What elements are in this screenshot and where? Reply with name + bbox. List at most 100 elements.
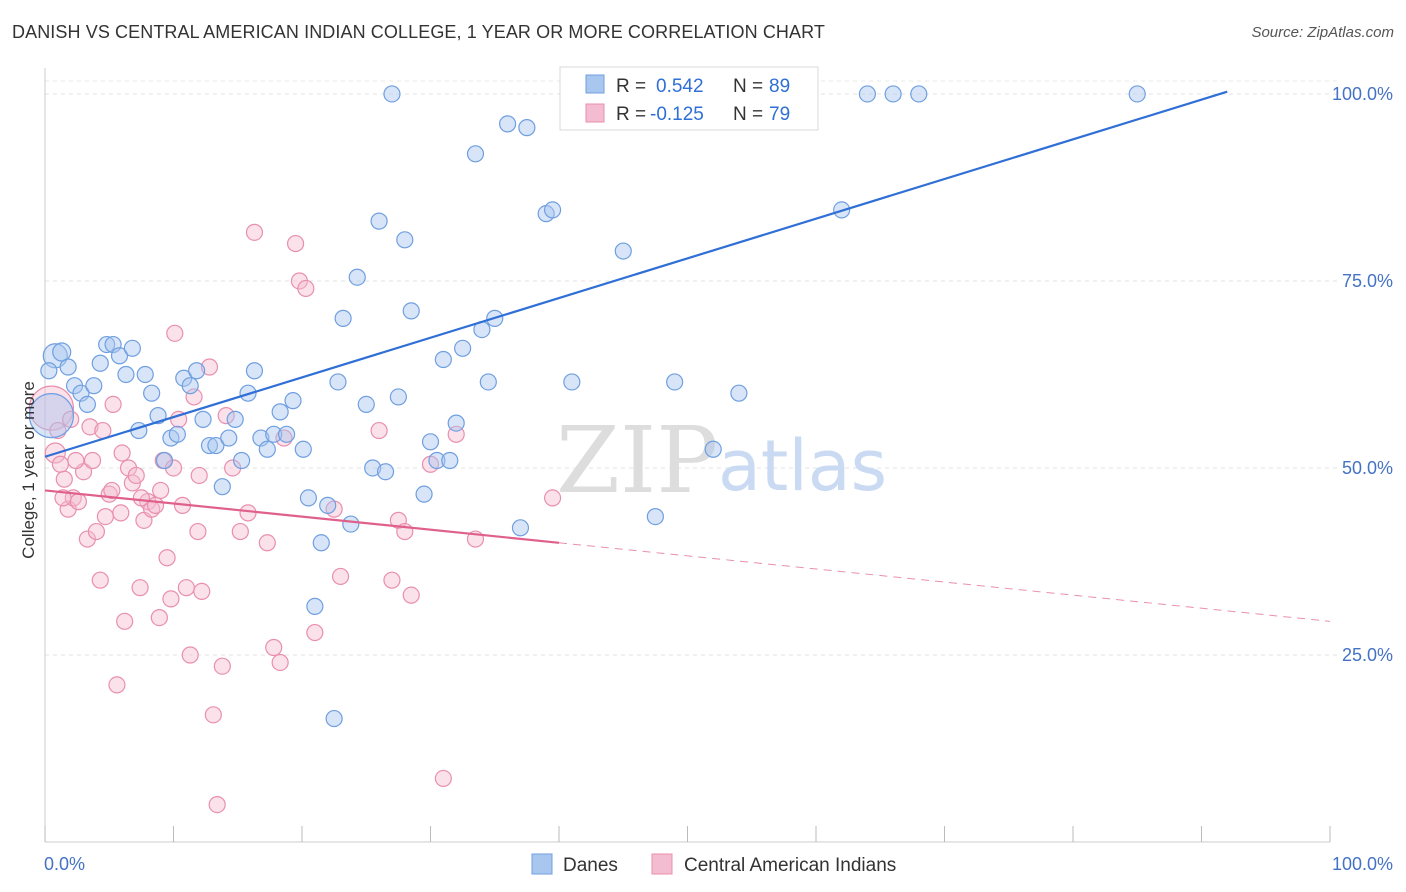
cai-point	[434, 769, 452, 788]
cai-point	[190, 466, 208, 485]
cai-point	[265, 638, 283, 657]
danes-point	[299, 489, 318, 507]
danes-point	[143, 384, 161, 402]
legend-n-value-danes: 89	[769, 76, 790, 97]
cai-point	[200, 358, 219, 376]
cai-point	[185, 388, 203, 406]
danes-point	[910, 85, 928, 103]
danes-point	[136, 365, 154, 384]
cai-point	[116, 612, 134, 630]
danes-point	[52, 342, 72, 362]
danes-point	[42, 343, 68, 369]
y-tick-label: 25.0%	[1342, 645, 1393, 665]
danes-point	[226, 410, 244, 428]
cai-point	[162, 590, 180, 608]
cai-point	[181, 646, 199, 664]
cai-point	[69, 493, 88, 511]
danes-point	[91, 354, 109, 372]
danes-point	[213, 478, 231, 496]
cai-point	[306, 623, 324, 642]
cai-point	[54, 489, 72, 507]
cai-point	[51, 455, 70, 473]
top-legend: R = 0.542 N = 89 R = -0.125 N = 79	[559, 66, 819, 131]
danes-point	[415, 485, 433, 503]
watermark-zip: ZIP	[556, 407, 718, 514]
cai-point	[113, 444, 131, 462]
danes-point	[123, 339, 141, 357]
x-tick-label-min: 0.0%	[44, 854, 85, 874]
cai-point	[193, 582, 211, 601]
danes-point	[376, 463, 395, 481]
danes-point	[181, 377, 199, 395]
bottom-legend-label-danes: Danes	[563, 855, 618, 876]
bottom-legend-swatch-danes	[531, 853, 553, 875]
danes-point	[85, 377, 103, 395]
cai-point	[204, 706, 222, 724]
danes-point	[518, 119, 536, 137]
danes-point	[428, 451, 446, 470]
cai-point	[271, 653, 289, 672]
legend-r-value-danes: 0.542	[656, 76, 704, 97]
danes-point	[441, 451, 459, 470]
y-axis-label: College, 1 year or more	[19, 381, 38, 559]
cai-point	[152, 481, 170, 500]
cai-point	[127, 466, 145, 485]
y-tick-labels: 25.0% 50.0% 75.0% 100.0%	[1332, 84, 1393, 665]
danes-point	[421, 433, 440, 451]
danes-point	[312, 534, 330, 552]
cai-point	[245, 223, 264, 241]
cai-point	[87, 522, 106, 541]
cai-point	[166, 324, 184, 342]
danes-point	[1128, 85, 1146, 103]
danes-point	[342, 515, 360, 533]
danes-point	[402, 302, 420, 320]
danes-point	[245, 362, 264, 380]
danes-point	[884, 85, 902, 103]
cai-point	[158, 549, 176, 567]
cai-point	[132, 489, 150, 507]
danes-point	[499, 115, 517, 133]
danes-point	[563, 373, 581, 391]
danes-point	[454, 339, 472, 357]
legend-swatch-cai	[585, 103, 605, 123]
legend-r-label-danes: R =	[616, 76, 646, 97]
x-ticks	[44, 826, 1331, 842]
danes-point	[40, 362, 58, 380]
source-label: Source: ZipAtlas.com	[1251, 24, 1394, 41]
cai-point	[67, 451, 85, 470]
x-tick-label-max: 100.0%	[1332, 854, 1393, 874]
bottom-legend: Danes Central American Indians	[531, 853, 896, 876]
trendlines	[44, 90, 1331, 622]
danes-point	[200, 436, 219, 455]
chart-title: DANISH VS CENTRAL AMERICAN INDIAN COLLEG…	[12, 22, 825, 42]
danes-point	[284, 392, 302, 410]
danes-point	[271, 403, 289, 421]
danes-point	[447, 414, 465, 432]
danes-point	[294, 440, 312, 458]
danes-point	[319, 496, 337, 514]
trendline-danes	[44, 90, 1228, 458]
bottom-legend-swatch-cai	[651, 853, 673, 875]
danes-point	[364, 459, 382, 477]
bottom-legend-label-cai: Central American Indians	[684, 855, 896, 876]
danes-points	[28, 85, 1146, 728]
danes-point	[207, 436, 225, 455]
danes-point	[110, 347, 129, 365]
danes-point	[258, 440, 276, 458]
danes-point	[155, 451, 174, 470]
danes-point	[168, 425, 186, 443]
danes-point	[511, 519, 530, 537]
cai-point	[239, 504, 257, 522]
danes-point	[78, 395, 97, 413]
danes-point	[434, 350, 452, 369]
danes-point	[357, 395, 375, 413]
danes-point	[704, 440, 722, 458]
danes-point	[59, 358, 77, 376]
danes-point	[233, 451, 251, 470]
cai-point	[150, 608, 168, 627]
cai-point	[213, 657, 231, 675]
danes-point	[334, 309, 352, 327]
cai-point	[217, 407, 235, 425]
danes-point	[479, 373, 497, 391]
